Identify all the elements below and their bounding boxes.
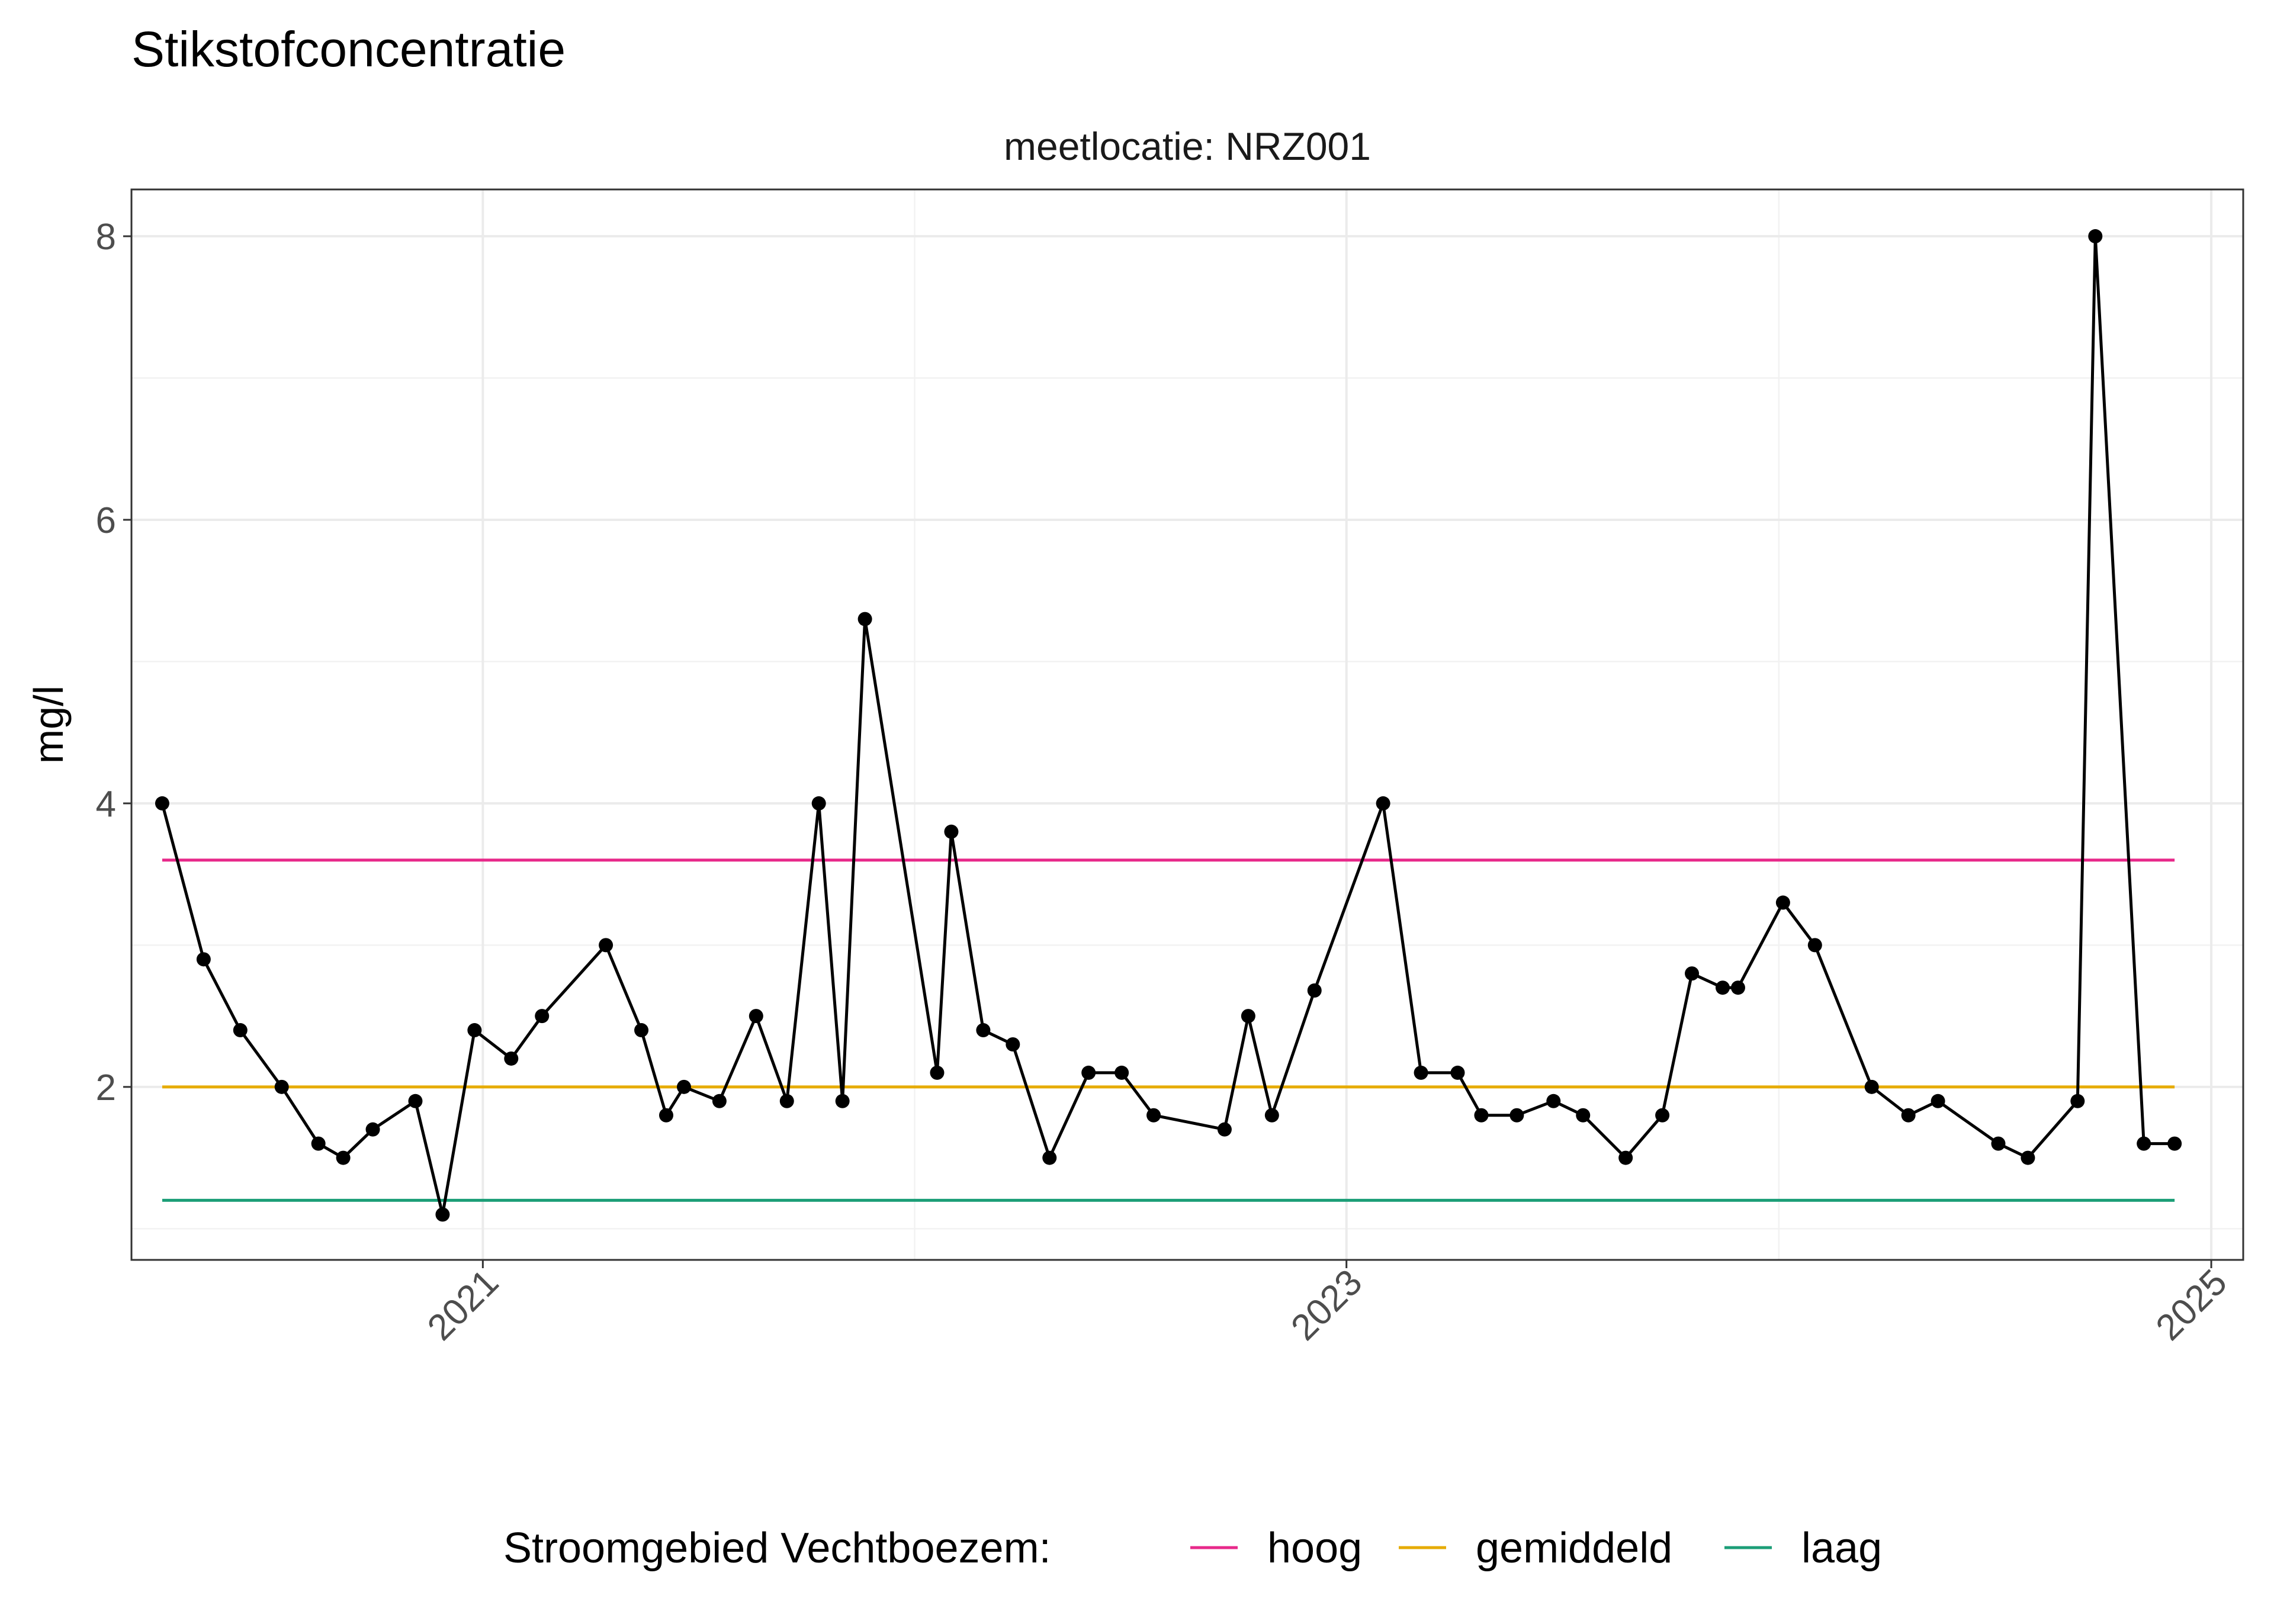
data-point [659, 1108, 673, 1123]
data-point [1450, 1065, 1465, 1080]
data-point [634, 1023, 649, 1038]
data-point [930, 1065, 945, 1080]
y-axis: 2 4 6 8 [96, 217, 131, 1108]
facet-strip-label: meetlocatie: NRZ001 [1004, 124, 1371, 168]
data-point [2070, 1094, 2085, 1108]
data-point [535, 1009, 550, 1024]
data-point [1042, 1150, 1057, 1165]
data-point [2021, 1150, 2035, 1165]
legend-label-laag: laag [1801, 1525, 1882, 1572]
reference-lines [162, 858, 2175, 1202]
legend-label-gemiddeld: gemiddeld [1476, 1525, 1672, 1572]
data-point [712, 1094, 727, 1108]
data-point [1081, 1065, 1096, 1080]
data-point [155, 796, 169, 811]
data-point [311, 1136, 326, 1151]
data-series-line [160, 234, 2175, 1216]
data-point [944, 824, 959, 839]
y-tick-label: 2 [96, 1067, 116, 1108]
x-axis: 2021 2023 2025 [420, 1260, 2235, 1348]
data-point [1715, 980, 1730, 995]
data-point [599, 938, 614, 953]
data-point [1991, 1136, 2006, 1151]
data-point [1685, 966, 1700, 981]
legend-label-hoog: hoog [1267, 1525, 1362, 1572]
y-tick-label: 6 [96, 500, 116, 541]
data-point [1376, 796, 1390, 811]
series-polyline [160, 234, 2175, 1216]
gridlines-minor-x [914, 189, 1780, 1260]
data-point [1807, 938, 1822, 953]
gridlines-major-x [481, 189, 2213, 1260]
data-point [1241, 1009, 1255, 1024]
data-point [1146, 1108, 1161, 1123]
data-point [749, 1009, 763, 1024]
y-tick-label: 8 [96, 217, 116, 258]
data-point [1775, 895, 1790, 910]
data-point [504, 1051, 519, 1066]
data-point [976, 1023, 991, 1038]
data-point [196, 952, 211, 967]
data-point [408, 1094, 423, 1108]
data-point [1546, 1094, 1561, 1108]
data-point [233, 1023, 248, 1038]
data-point [365, 1122, 380, 1137]
data-point [2137, 1136, 2151, 1151]
data-point [779, 1094, 794, 1108]
data-point [1217, 1122, 1232, 1137]
data-point [1006, 1037, 1020, 1052]
x-tick-label: 2023 [1283, 1262, 1370, 1348]
y-axis-label: mg/l [25, 686, 72, 764]
data-point [1264, 1108, 1279, 1123]
data-point [1474, 1108, 1489, 1123]
data-point [811, 796, 826, 811]
data-point [2088, 229, 2103, 244]
data-point [1931, 1094, 1945, 1108]
data-point [1576, 1108, 1591, 1123]
legend-title: Stroomgebied Vechtboezem: [503, 1525, 1051, 1572]
data-point [835, 1094, 850, 1108]
data-point [336, 1150, 351, 1165]
panel-border [130, 188, 2244, 1261]
data-point [1307, 983, 1322, 998]
data-point [274, 1079, 289, 1094]
data-point [1618, 1150, 1633, 1165]
chart-title: Stikstofconcentratie [131, 21, 566, 77]
data-point [1730, 980, 1745, 995]
data-point [676, 1079, 691, 1094]
data-point [1114, 1065, 1129, 1080]
x-tick-label: 2021 [420, 1262, 506, 1348]
data-point [1655, 1108, 1670, 1123]
data-point [1864, 1079, 1879, 1094]
legend: Stroomgebied Vechtboezem: hoog gemiddeld la… [503, 1525, 1882, 1572]
data-point [1509, 1108, 1524, 1123]
data-point [467, 1023, 482, 1038]
x-tick-label: 2025 [2148, 1262, 2235, 1348]
data-point [1901, 1108, 1916, 1123]
y-tick-label: 4 [96, 784, 116, 825]
data-point [435, 1207, 450, 1222]
data-point [1414, 1065, 1428, 1080]
data-point [857, 612, 872, 626]
data-points [155, 229, 2182, 1222]
data-point [2167, 1136, 2182, 1151]
